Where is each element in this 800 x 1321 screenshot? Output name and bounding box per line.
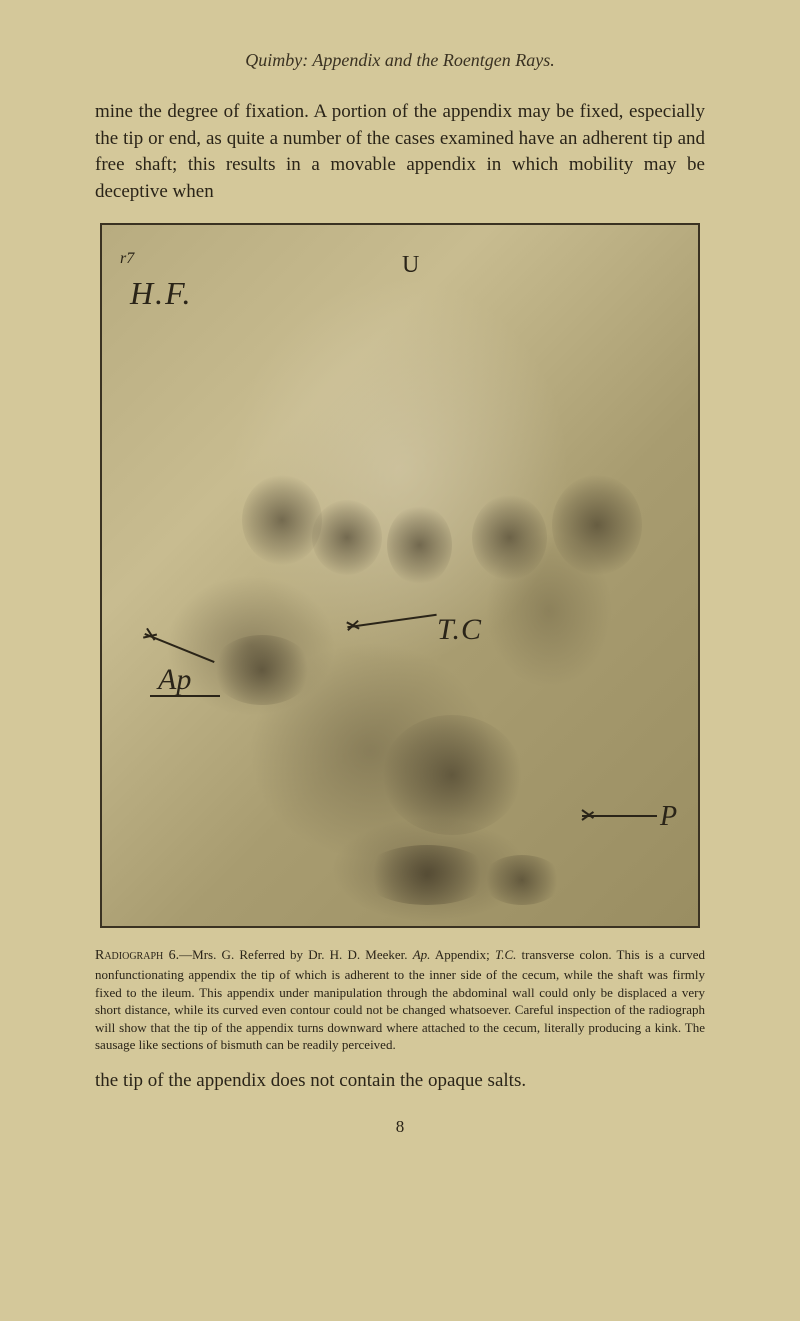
label-tc: T.C bbox=[437, 615, 482, 645]
radiograph-shadow bbox=[362, 845, 492, 905]
radiograph-shadow bbox=[382, 715, 522, 835]
label-u: U bbox=[402, 253, 419, 277]
radiograph-shadow bbox=[472, 495, 547, 580]
body-paragraph-1: mine the degree of fixation. A portion o… bbox=[95, 99, 705, 205]
radiograph-shadow bbox=[242, 475, 322, 565]
radiograph-shadow bbox=[312, 500, 382, 575]
label-ap: Ap bbox=[158, 665, 191, 695]
arrow-p bbox=[582, 815, 657, 817]
figure-caption: Radiograph 6.—Mrs. G. Referred by Dr. H.… bbox=[95, 946, 705, 1054]
caption-text-3: transverse colon. This is a curved nonfu… bbox=[95, 947, 705, 1052]
caption-ap-label: Ap. bbox=[413, 947, 431, 962]
label-r: r7 bbox=[120, 251, 134, 267]
radiograph-shadow bbox=[387, 505, 452, 585]
caption-text-1: —Mrs. G. Referred by Dr. H. D. Meeker. bbox=[179, 947, 413, 962]
label-hf: H.F. bbox=[130, 277, 193, 309]
caption-lead: Radiograph 6. bbox=[95, 948, 179, 963]
radiograph-shadow bbox=[212, 635, 312, 705]
page-number: 8 bbox=[95, 1117, 705, 1137]
caption-text-2: Appendix; bbox=[430, 947, 495, 962]
radiograph-figure: r7 H.F. U T.C Ap P bbox=[100, 223, 700, 928]
radiograph-shadow bbox=[552, 475, 642, 575]
caption-tc-label: T.C. bbox=[495, 947, 516, 962]
running-header: Quimby: Appendix and the Roentgen Rays. bbox=[95, 50, 705, 71]
label-p: P bbox=[660, 803, 677, 831]
body-paragraph-2: the tip of the appendix does not contain… bbox=[95, 1068, 705, 1095]
underline-ap bbox=[150, 695, 220, 697]
